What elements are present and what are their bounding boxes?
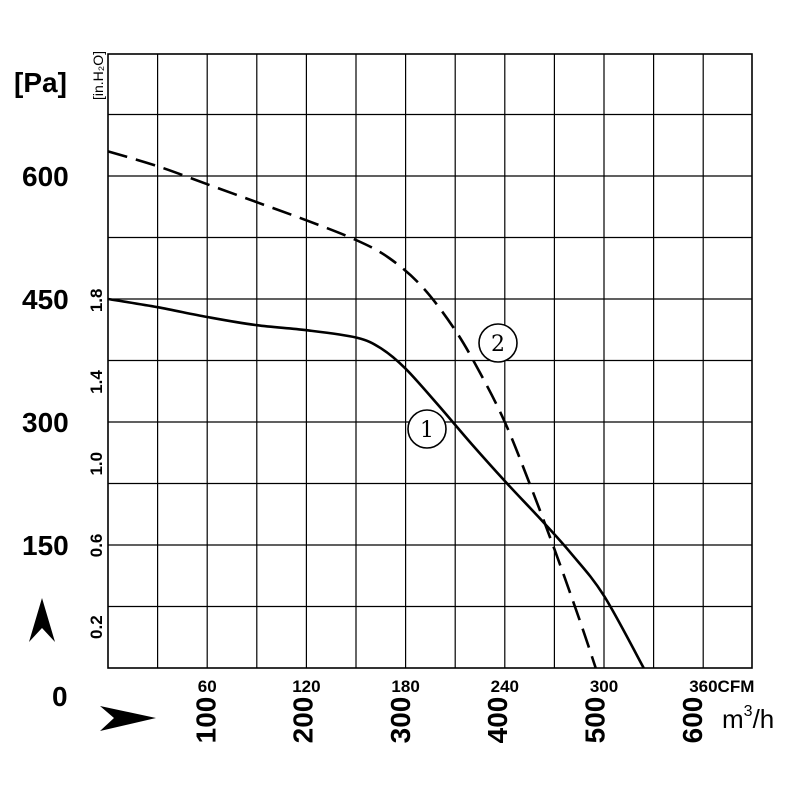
y-axis-zero-label: 0 <box>52 681 68 712</box>
y-tick-pa-label: 450 <box>22 284 69 315</box>
y-tick-pa-label: 150 <box>22 530 69 561</box>
x-axis-m3h-ticks: 100 200 300 400 500 600 <box>190 697 708 744</box>
x-tick-cfm-label: 180 <box>391 677 419 696</box>
x-tick-cfm-label: 300 <box>590 677 618 696</box>
x-tick-cfm-label: 120 <box>292 677 320 696</box>
y-tick-pa-label: 300 <box>22 407 69 438</box>
x-axis-cfm-ticks: 60 120 180 240 300 360CFM <box>198 677 755 696</box>
series-2-curve <box>107 150 597 669</box>
y-axis-unit-inh2o: [in.H₂O] <box>90 51 106 100</box>
x-tick-m3h-label: 600 <box>677 697 708 744</box>
y-tick-inh2o-label: 0.6 <box>87 534 106 558</box>
y-axis-inh2o-ticks: 0.2 0.6 1.0 1.4 1.8 <box>87 289 106 639</box>
x-axis-unit-m3h: m3/h <box>722 703 774 734</box>
y-tick-inh2o-label: 1.4 <box>87 370 106 394</box>
y-axis-unit-pa: [Pa] <box>14 67 67 98</box>
x-tick-m3h-label: 200 <box>288 697 319 744</box>
y-tick-inh2o-label: 1.8 <box>87 289 106 313</box>
series-1-marker: 1 <box>407 409 447 449</box>
x-axis-unit-base: m <box>722 704 744 734</box>
y-tick-inh2o-label: 1.0 <box>87 452 106 476</box>
y-tick-inh2o-label: 0.2 <box>87 615 106 639</box>
x-tick-cfm-label: 60 <box>198 677 217 696</box>
x-tick-cfm-label: 360CFM <box>689 677 754 696</box>
up-arrow-icon <box>29 598 55 642</box>
right-arrow-icon <box>100 706 156 731</box>
plot-frame <box>107 53 753 669</box>
series-2-marker: 2 <box>478 323 518 363</box>
series-2-marker-circle <box>478 323 518 363</box>
x-tick-m3h-label: 100 <box>190 697 221 744</box>
x-tick-m3h-label: 300 <box>385 697 416 744</box>
x-tick-cfm-label: 240 <box>491 677 519 696</box>
x-tick-m3h-label: 400 <box>482 697 513 744</box>
series-1-marker-circle <box>407 409 447 449</box>
series-1-curve <box>107 297 645 669</box>
y-tick-pa-label: 600 <box>22 161 69 192</box>
series-2-marker-label: 2 <box>491 332 505 357</box>
series-1-marker-label: 1 <box>420 418 434 443</box>
y-axis-pa-ticks: 150 300 450 600 <box>22 161 69 561</box>
grid <box>108 54 752 668</box>
x-tick-m3h-label: 500 <box>580 697 611 744</box>
x-axis-unit-sup: 3 <box>744 703 753 720</box>
x-axis-unit-tail: /h <box>753 704 775 734</box>
